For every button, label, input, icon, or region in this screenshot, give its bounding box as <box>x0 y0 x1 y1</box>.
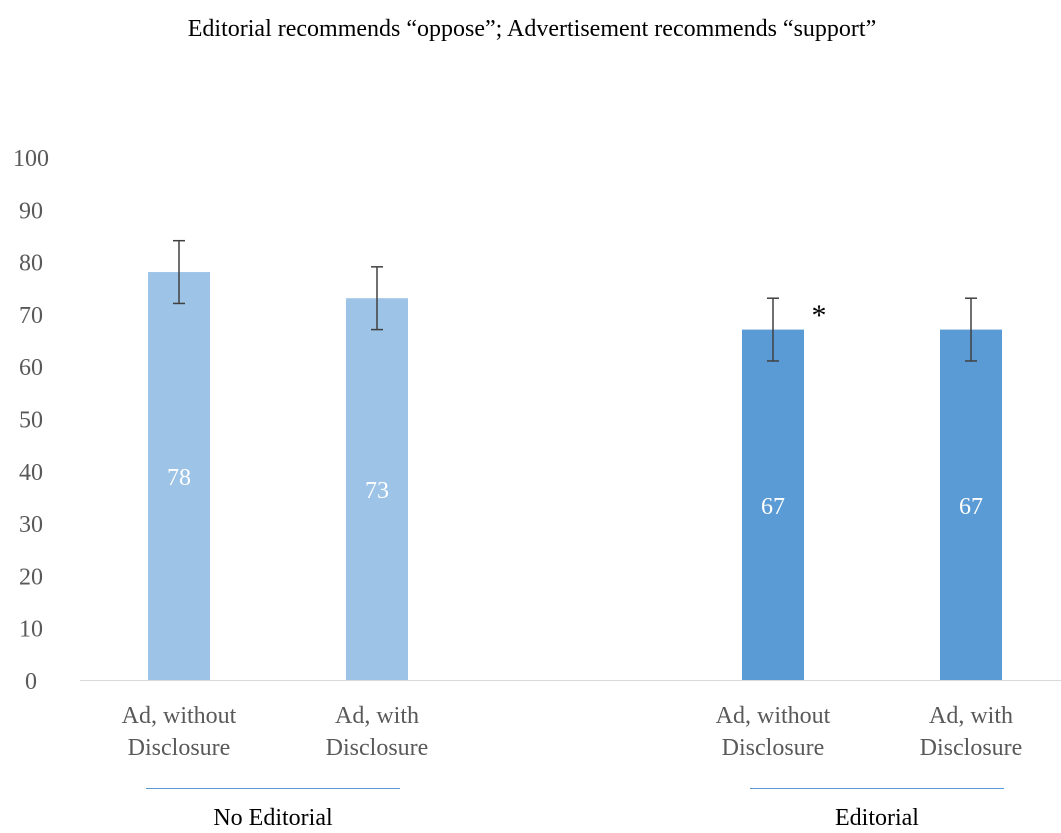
data-label: 73 <box>365 478 389 504</box>
x-axis: Ad, without Disclosure Ad, with Disclosure N… <box>80 680 1061 831</box>
y-tick-label: 20 <box>19 564 43 590</box>
y-tick-label: 30 <box>19 512 43 538</box>
x-tick-label: Disclosure <box>920 735 1023 761</box>
significance-marker: * <box>812 299 827 332</box>
y-tick-label: 50 <box>19 408 43 434</box>
group-label: No Editorial <box>213 805 333 831</box>
y-tick-label: 0 <box>25 669 37 695</box>
x-tick-label: Ad, with <box>335 703 419 729</box>
chart-title: Editorial recommends “oppose”; Advertise… <box>188 16 876 42</box>
x-tick-label: Ad, without <box>716 703 831 729</box>
y-tick-label: 70 <box>19 303 43 329</box>
y-tick-label: 100 <box>13 146 49 172</box>
x-tick-label: Disclosure <box>326 735 429 761</box>
x-tick-label: Ad, without <box>122 703 237 729</box>
bar <box>742 329 804 680</box>
data-label: 67 <box>959 494 983 520</box>
y-tick-label: 40 <box>19 460 43 486</box>
data-label: 78 <box>167 465 191 491</box>
x-tick-label: Disclosure <box>722 735 825 761</box>
bar <box>940 329 1002 680</box>
x-tick-label: Disclosure <box>128 735 231 761</box>
group-label: Editorial <box>835 805 919 831</box>
y-tick-label: 60 <box>19 355 43 381</box>
bars: 78 73 67 * 67 <box>148 239 1002 680</box>
x-tick-label: Ad, with <box>929 703 1013 729</box>
data-label: 67 <box>761 494 785 520</box>
bar <box>148 272 210 680</box>
y-axis: 0 10 20 30 40 50 60 70 80 90 100 <box>13 146 49 695</box>
bar <box>346 298 408 680</box>
y-tick-label: 80 <box>19 251 43 277</box>
y-tick-label: 10 <box>19 617 43 643</box>
y-tick-label: 90 <box>19 198 43 224</box>
